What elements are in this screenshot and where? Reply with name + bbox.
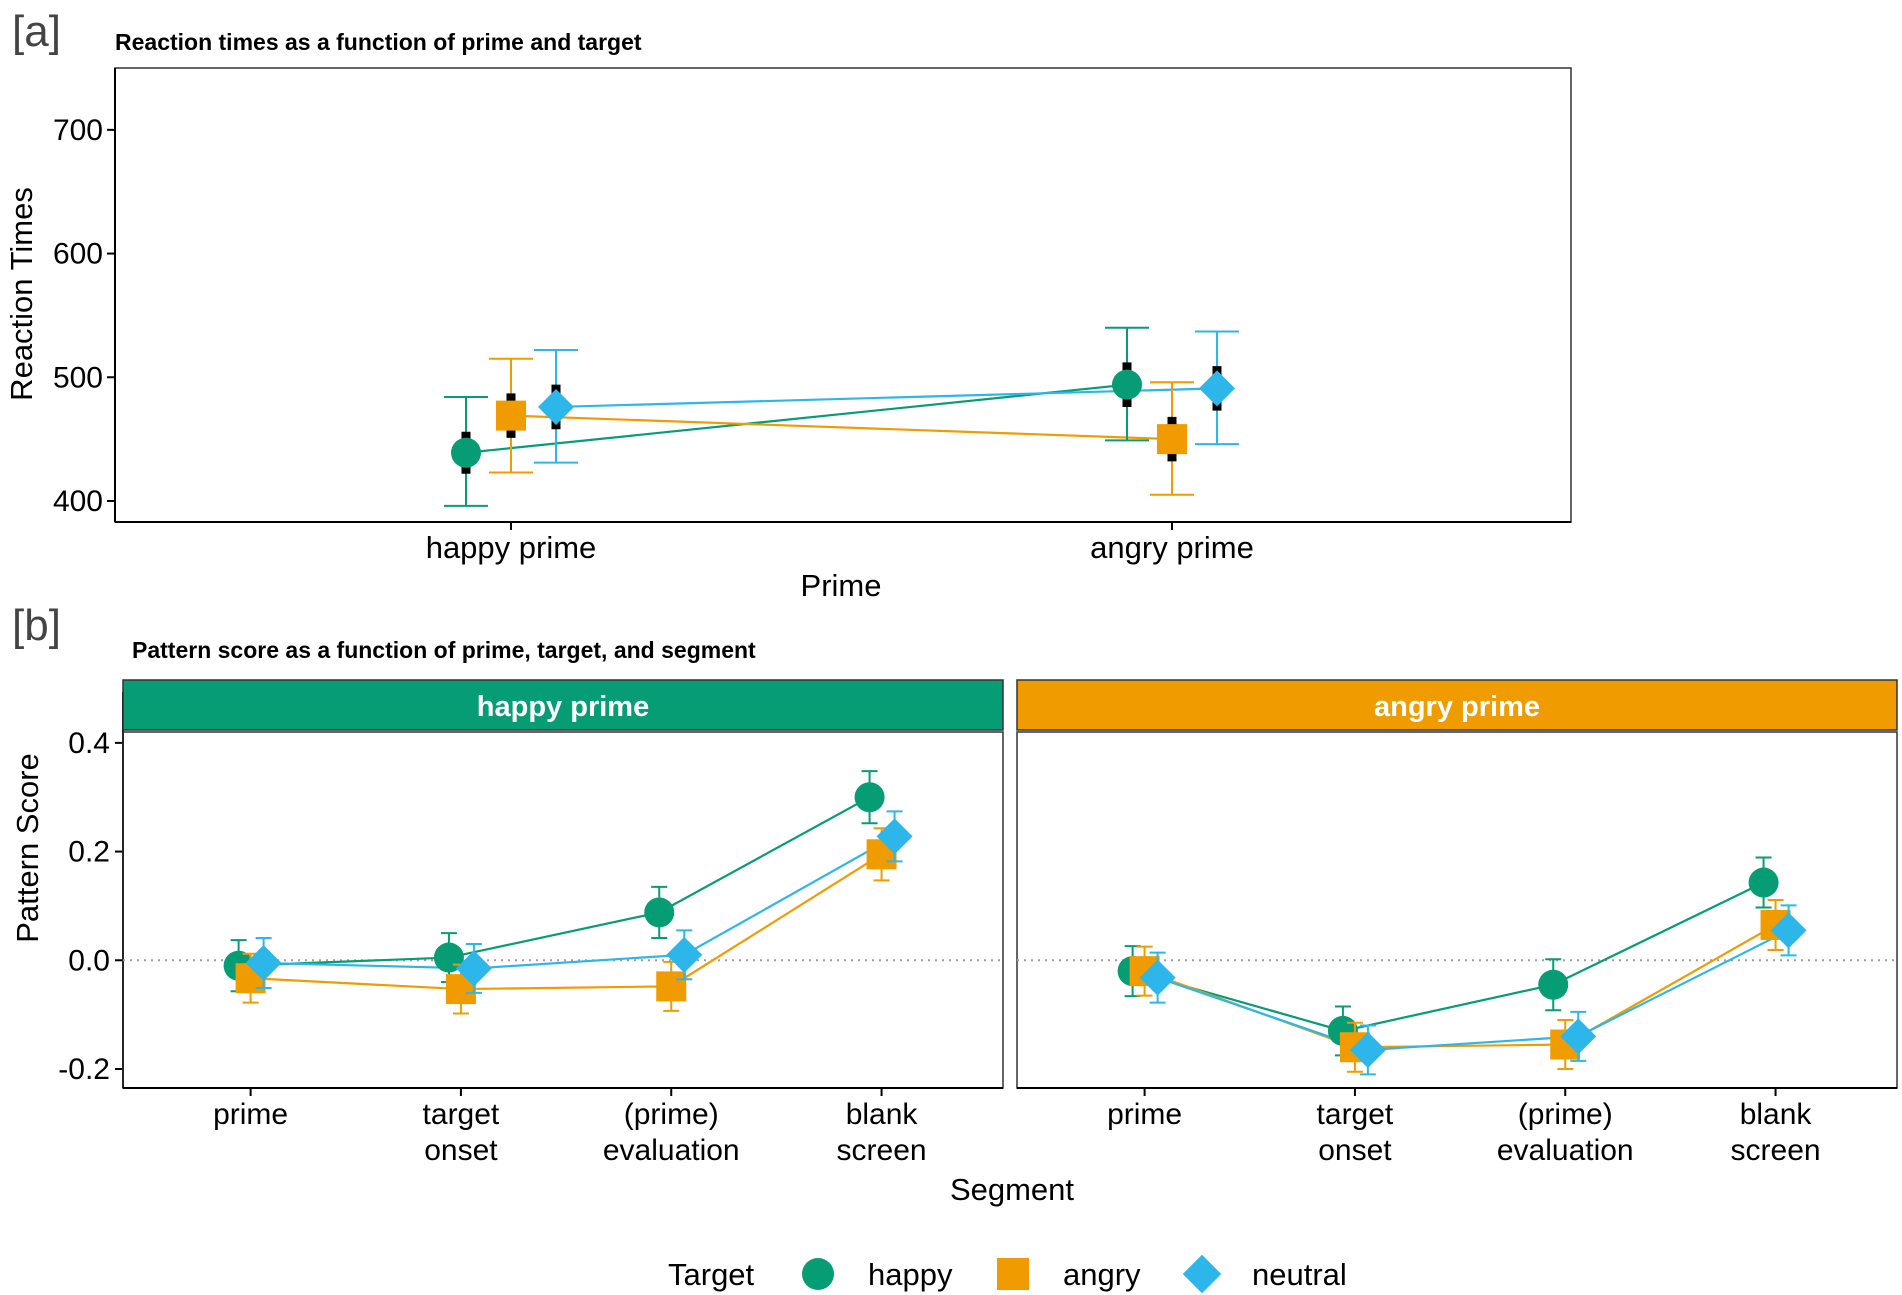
series-line-neutral [1157,929,1790,1052]
series-line-happy [1132,881,1765,1033]
data-point-neutral [455,950,492,987]
panel-a-series-line-neutral [555,387,1218,409]
series-line-angry [1144,923,1777,1049]
legend: Target happy angry neutral [668,1254,1347,1294]
facet-x-tick-label: evaluation [1497,1134,1634,1167]
panel-b-y-axis-label: Pattern Score [10,753,45,943]
data-point-angry [656,971,687,1002]
series-line-happy [238,796,871,967]
legend-label-neutral: neutral [1252,1257,1347,1292]
data-point-neutral [1770,912,1807,949]
panel-a-point-angry [1157,424,1187,455]
panel-a-point-neutral [1199,370,1235,407]
data-point-neutral [1139,959,1176,996]
panel-a-y-tick-label: 500 [53,361,103,394]
legend-marker-happy [802,1258,834,1290]
panel-b-y-tick-label: -0.2 [58,1053,110,1086]
panel-a-x-axis-label: Prime [801,568,882,603]
data-point-neutral [1560,1018,1597,1055]
facet-x-tick-label: evaluation [603,1134,740,1167]
panel-b-y-tick-label: 0.4 [68,727,110,760]
panel-a-point-angry [496,400,526,431]
facet-x-tick-label: target [423,1098,500,1131]
facet-strip-label: happy prime [477,691,649,723]
data-point-happy [1538,969,1569,1000]
data-point-neutral [245,944,282,981]
facet-x-tick-label: screen [1731,1134,1821,1167]
panel-b-title: Pattern score as a function of prime, ta… [132,637,756,663]
legend-label-happy: happy [868,1257,953,1292]
panel-a-x-tick-label: happy prime [426,530,597,565]
facet-x-tick-label: onset [424,1134,498,1167]
legend-label-angry: angry [1063,1257,1141,1292]
panel-a-point-happy [1112,369,1142,400]
panel-a-y-tick-label: 700 [53,114,103,147]
facet-x-tick-label: blank [1740,1098,1813,1131]
panel-a-y-tick-label: 400 [53,485,103,518]
panel-a-frame [114,67,1572,523]
data-point-neutral [1349,1031,1386,1068]
panel-a-y-axis-label: Reaction Times [4,187,39,401]
facet-x-tick-label: (prime) [624,1098,719,1131]
facet-x-tick-label: prime [213,1098,288,1131]
panel-a-x-tick-label: angry prime [1090,530,1254,565]
facet-strip [1016,679,1898,731]
data-point-neutral [666,936,703,973]
facet-strip [122,679,1004,731]
facet-x-tick-label: target [1317,1098,1394,1131]
legend-title: Target [668,1257,755,1292]
series-line-angry [250,853,883,991]
legend-marker-neutral [1182,1254,1222,1294]
facet-x-tick-label: screen [837,1134,927,1167]
legend-marker-angry [997,1258,1029,1290]
panel-b-y-tick-label: 0.2 [68,836,110,869]
panel-a-title: Reaction times as a function of prime an… [115,29,642,55]
panel-b-y-tick-label: 0.0 [68,944,110,977]
series-line-neutral [263,835,896,970]
panel-b-x-axis-label: Segment [950,1172,1074,1207]
panel-a-series-line-angry [510,414,1173,441]
data-point-neutral [876,818,913,855]
panel-a-plot: 400 500 600 700 happy prime angry prime [53,67,1572,565]
facet-strip-label: angry prime [1374,691,1540,723]
panel-a-letter: [a] [12,7,61,56]
panel-a-series-line-happy [465,383,1128,454]
data-point-happy [1748,867,1779,898]
facet-x-tick-label: onset [1318,1134,1392,1167]
data-point-happy [644,897,675,928]
panel-b-letter: [b] [12,601,61,650]
panel-a-y-tick-label: 600 [53,238,103,271]
facet-x-tick-label: blank [846,1098,919,1131]
facet-x-tick-label: (prime) [1518,1098,1613,1131]
data-point-happy [854,782,885,813]
panel-a-point-neutral [538,388,574,425]
facet-x-tick-label: prime [1107,1098,1182,1131]
panel-a-point-happy [451,437,481,468]
